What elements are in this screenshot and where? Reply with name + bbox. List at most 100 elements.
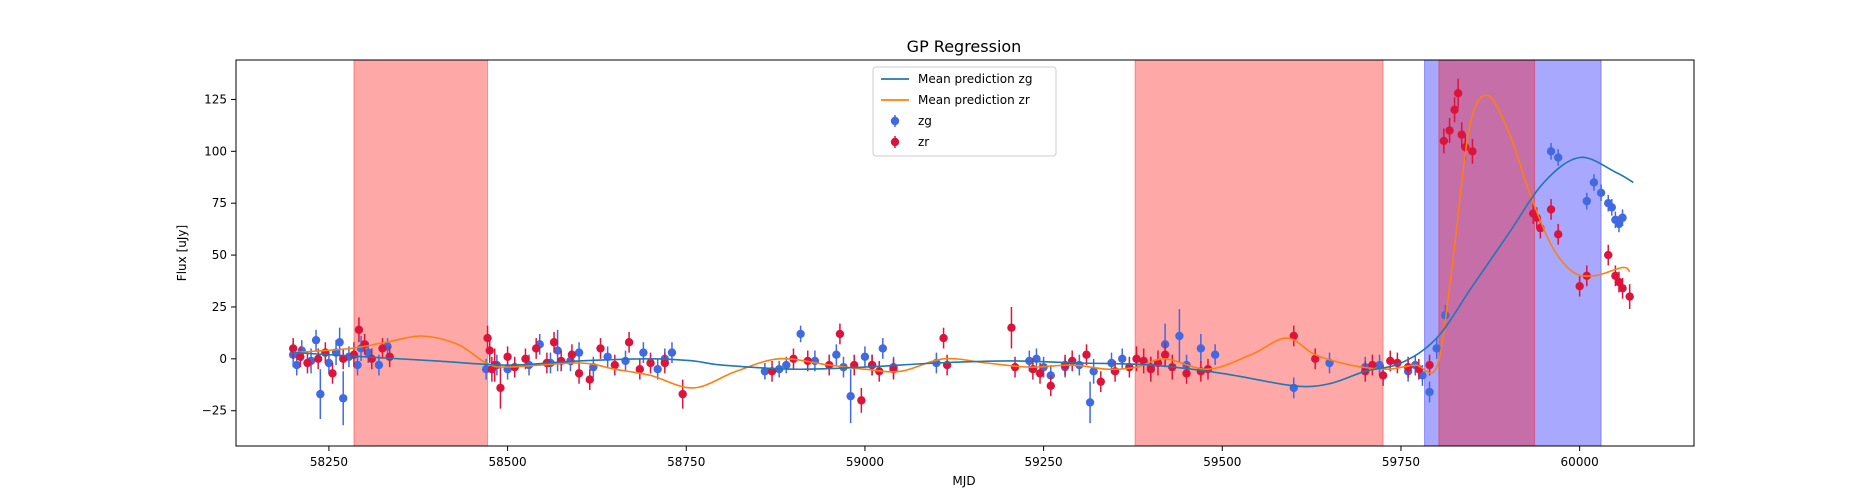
marker-zr: [378, 344, 387, 353]
marker-zr: [313, 354, 323, 364]
y-tick-label: 125: [204, 92, 227, 106]
data-point-zg: [603, 346, 612, 368]
y-tick-label: 75: [212, 196, 227, 210]
marker-zg: [621, 356, 630, 366]
marker-zg: [832, 350, 841, 359]
data-point-zr: [313, 348, 323, 370]
data-point-zg: [574, 342, 584, 363]
marker-zr: [867, 360, 877, 370]
marker-zr: [574, 369, 584, 378]
data-point-zr: [531, 338, 541, 359]
legend-label: Mean prediction zr: [918, 93, 1030, 107]
marker-zr: [1146, 365, 1156, 374]
marker-zg: [860, 352, 870, 361]
data-point-zr: [585, 369, 594, 390]
shaded-region-red: [1438, 59, 1536, 447]
data-point-zg: [1118, 348, 1127, 370]
marker-zg: [574, 348, 584, 357]
data-point-zr: [610, 354, 619, 376]
marker-zg: [1175, 331, 1184, 341]
data-point-zg: [335, 327, 344, 357]
marker-zr: [1461, 142, 1470, 152]
marker-zr: [483, 333, 492, 343]
y-tick-label: 25: [212, 300, 227, 314]
legend-box: [872, 66, 1057, 157]
y-axis: −25 0 25 50 75 100 125: [202, 92, 236, 418]
marker-zg: [311, 335, 321, 345]
data-point-zg: [1589, 174, 1599, 191]
data-point-zr: [1289, 325, 1298, 347]
shaded-region-red: [1134, 59, 1384, 447]
marker-zr: [339, 354, 348, 364]
marker-zg: [1432, 344, 1441, 353]
data-point-zr: [1618, 277, 1627, 299]
marker-zr: [1289, 331, 1298, 341]
marker-zr: [354, 325, 364, 334]
marker-zr: [1182, 369, 1191, 378]
marker-zg: [1596, 188, 1606, 198]
marker-zr: [531, 344, 541, 353]
data-point-zr: [1096, 371, 1105, 393]
data-point-zr: [503, 346, 512, 368]
marker-zr: [1468, 147, 1477, 156]
data-point-zr: [1368, 354, 1377, 376]
marker-zg: [639, 348, 648, 357]
data-point-zg: [832, 344, 841, 366]
data-point-zr: [339, 348, 348, 370]
marker-zg: [1546, 147, 1556, 156]
marker-zr: [385, 352, 394, 361]
marker-zg: [316, 389, 325, 399]
data-point-zr: [1007, 306, 1016, 349]
marker-zr: [635, 365, 645, 374]
data-point-zr: [1160, 342, 1170, 368]
marker-zr: [503, 352, 512, 361]
marker-zr: [1010, 362, 1020, 372]
marker-zg: [1589, 178, 1599, 187]
marker-zg: [339, 394, 348, 403]
x-tick-label: 59750: [1382, 455, 1420, 469]
x-tick-label: 59500: [1203, 455, 1241, 469]
marker-zr: [303, 358, 312, 368]
marker-zr: [660, 358, 670, 368]
data-point-zr: [1082, 344, 1091, 366]
mean-prediction-zg-line: [293, 156, 1634, 388]
data-point-zg: [1175, 309, 1184, 363]
x-axis-label: MJD: [952, 474, 975, 488]
data-point-zg: [353, 354, 362, 376]
marker-zg: [324, 358, 334, 368]
marker-zr: [1425, 360, 1434, 370]
marker-zr: [1439, 136, 1449, 146]
data-point-zg: [1596, 184, 1606, 202]
marker-zr: [1575, 282, 1584, 291]
marker-zr: [1546, 205, 1556, 214]
chart-title: GP Regression: [907, 37, 1022, 56]
marker-zr: [1386, 356, 1395, 366]
legend-label: zg: [918, 114, 932, 128]
data-point-zr: [1139, 348, 1148, 374]
data-point-zr: [1457, 122, 1466, 148]
marker-zr: [835, 329, 845, 339]
marker-zr: [1007, 323, 1016, 332]
marker-zr: [567, 350, 577, 359]
marker-zg: [667, 348, 677, 357]
marker-zr: [939, 333, 948, 343]
data-point-zr: [1604, 244, 1613, 266]
marker-zr: [1132, 354, 1141, 364]
marker-zr: [1453, 89, 1463, 98]
legend-swatch-marker: [890, 137, 900, 147]
data-point-zr: [1439, 128, 1449, 154]
data-point-zg: [1618, 209, 1627, 227]
data-point-zr: [1450, 97, 1459, 123]
data-point-zg: [1425, 381, 1434, 403]
x-tick-label: 59000: [846, 455, 884, 469]
marker-zr: [610, 360, 619, 370]
mean-prediction-zr-line: [293, 94, 1631, 389]
prediction-curves: [293, 94, 1634, 389]
data-point-zg: [760, 362, 770, 380]
data-point-zg: [1582, 192, 1591, 210]
marker-zr: [296, 352, 305, 361]
data-point-zg: [878, 338, 888, 359]
data-point-zr: [288, 338, 298, 359]
data-point-zr: [624, 331, 634, 353]
marker-zr: [1618, 284, 1627, 293]
